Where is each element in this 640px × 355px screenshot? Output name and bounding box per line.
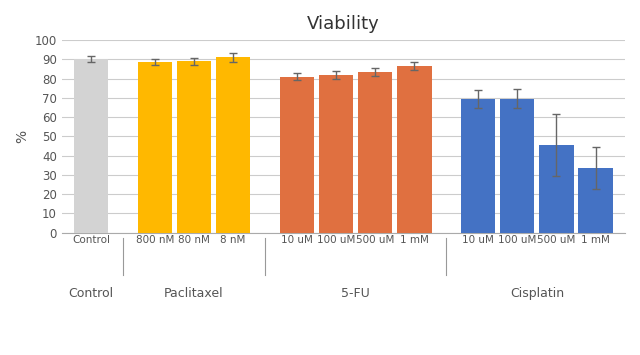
Bar xyxy=(579,168,612,233)
Bar xyxy=(319,75,353,233)
Text: Control: Control xyxy=(68,286,114,300)
Bar xyxy=(177,61,211,233)
Y-axis label: %: % xyxy=(15,130,29,143)
Bar xyxy=(500,99,534,233)
Bar xyxy=(461,99,495,233)
Bar xyxy=(216,58,250,233)
Text: Cisplatin: Cisplatin xyxy=(510,286,564,300)
Bar xyxy=(138,62,172,233)
Bar xyxy=(74,59,108,233)
Bar xyxy=(397,66,431,233)
Bar xyxy=(540,145,573,233)
Text: 5-FU: 5-FU xyxy=(341,286,370,300)
Bar xyxy=(280,77,314,233)
Bar xyxy=(358,72,392,233)
Text: Paclitaxel: Paclitaxel xyxy=(164,286,224,300)
Title: Viability: Viability xyxy=(307,15,380,33)
